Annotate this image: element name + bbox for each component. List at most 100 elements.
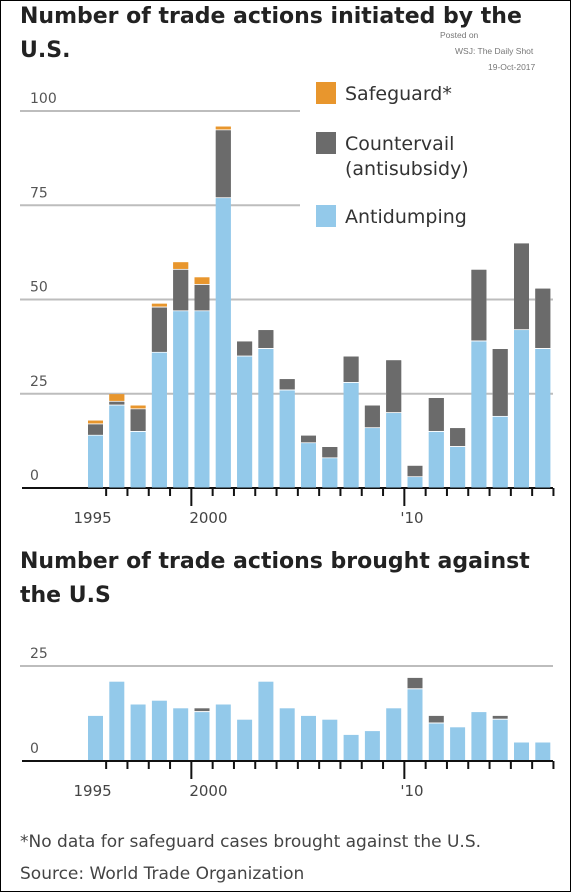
c2-x-tick-label: 1995: [74, 782, 112, 800]
c2-bar-antidumping: [109, 681, 125, 761]
c2-bar-antidumping: [173, 708, 189, 761]
legend-swatch-0: [316, 82, 336, 104]
c1-bar-antidumping: [386, 413, 402, 488]
c1-bar-countervail: [130, 409, 146, 431]
c1-bar-antidumping: [514, 330, 529, 488]
c1-bar-antidumping: [535, 349, 551, 488]
c1-bar-safeguard: [130, 405, 146, 409]
c1-bar-safeguard: [151, 303, 167, 307]
c1-bar-safeguard: [194, 277, 210, 284]
c1-bar-safeguard: [215, 126, 231, 130]
c2-bar-countervail: [194, 708, 210, 712]
watermark-source: WSJ: The Daily Shot: [455, 46, 534, 56]
c2-y-tick-label: 0: [30, 741, 39, 757]
c1-bar-countervail: [450, 428, 466, 447]
c1-bar-countervail: [428, 398, 444, 431]
c1-y-tick-label: 50: [30, 280, 48, 296]
c2-x-tick-label: 2000: [189, 782, 227, 800]
c2-bar-antidumping: [322, 719, 338, 761]
watermark-posted: Posted on: [440, 30, 479, 40]
c1-bar-antidumping: [301, 443, 316, 488]
c1-x-tick-label: 2000: [189, 509, 227, 527]
c2-bar-antidumping: [194, 712, 210, 761]
c1-bar-antidumping: [109, 405, 125, 488]
c1-bar-countervail: [88, 424, 103, 435]
c1-bar-countervail: [407, 465, 423, 477]
legend-label-0: Safeguard*: [345, 83, 452, 105]
c2-bar-antidumping: [151, 700, 167, 761]
c2-bar-antidumping: [450, 727, 466, 761]
c2-bar-antidumping: [237, 719, 253, 761]
c1-bar-antidumping: [450, 447, 466, 488]
c1-bar-antidumping: [279, 390, 295, 488]
c1-bar-antidumping: [492, 416, 508, 488]
c2-bar-antidumping: [215, 704, 231, 761]
c2-bar-antidumping: [130, 704, 146, 761]
c2-bar-antidumping: [88, 715, 103, 761]
c1-bar-antidumping: [237, 356, 253, 488]
watermark-date: 19-Oct-2017: [488, 62, 536, 72]
c1-y-tick-label: 0: [30, 468, 39, 484]
c1-bar-countervail: [279, 379, 295, 390]
c2-bar-antidumping: [471, 712, 487, 761]
c1-bar-antidumping: [215, 198, 231, 488]
c1-bar-safeguard: [173, 262, 189, 269]
c1-bar-antidumping: [343, 382, 359, 488]
c2-bar-antidumping: [279, 708, 295, 761]
c1-bar-countervail: [492, 349, 508, 416]
c1-x-tick-label: '10: [400, 509, 423, 527]
c1-bar-safeguard: [109, 394, 125, 401]
c2-bar-antidumping: [407, 689, 423, 761]
c1-bar-countervail: [386, 360, 402, 413]
c2-bar-antidumping: [386, 708, 402, 761]
chart-title-initiated: Number of trade actions initiated by the…: [20, 4, 522, 63]
c2-bar-antidumping: [492, 719, 508, 761]
c1-bar-antidumping: [151, 352, 167, 488]
c1-bar-countervail: [151, 307, 167, 352]
c1-bar-antidumping: [173, 311, 189, 488]
c1-bar-countervail: [237, 341, 253, 356]
c1-bar-antidumping: [364, 428, 380, 488]
c1-bar-countervail: [194, 284, 210, 311]
c1-bar-countervail: [514, 243, 529, 330]
c1-bar-antidumping: [407, 477, 423, 488]
c1-bar-antidumping: [428, 431, 444, 488]
legend-label-1: Countervail: [345, 133, 454, 155]
legend-swatch-2: [316, 205, 336, 227]
c1-bar-antidumping: [322, 458, 338, 488]
c1-bar-countervail: [109, 401, 125, 405]
c1-bar-countervail: [364, 405, 380, 428]
c1-bar-antidumping: [88, 435, 103, 488]
legend-label-1: (antisubsidy): [345, 158, 469, 180]
c1-x-tick-label: 1995: [74, 509, 112, 527]
c1-bar-antidumping: [258, 349, 274, 488]
c1-y-tick-label: 25: [30, 374, 48, 390]
c1-bar-safeguard: [88, 420, 103, 424]
c2-bar-antidumping: [364, 731, 380, 761]
c2-bar-antidumping: [343, 734, 359, 761]
c2-bar-countervail: [407, 677, 423, 689]
c1-bar-countervail: [343, 356, 359, 382]
legend-swatch-1: [316, 132, 336, 154]
chart-title-against: Number of trade actions brought against …: [20, 549, 530, 608]
chart-initiated: 0 25 50 75 100 1995 2000 '10 Safeguard* Counterva…: [20, 82, 555, 527]
c1-y-tick-label: 100: [30, 91, 57, 107]
c2-bar-countervail: [428, 715, 444, 723]
source-note: Source: World Trade Organization: [20, 864, 305, 884]
c2-bar-antidumping: [258, 681, 274, 761]
c1-bar-countervail: [301, 435, 316, 443]
c1-bar-countervail: [215, 130, 231, 198]
c1-bar-antidumping: [471, 341, 487, 488]
c1-bar-countervail: [471, 269, 487, 341]
c1-bar-antidumping: [194, 311, 210, 488]
footnote: *No data for safeguard cases brought aga…: [20, 832, 482, 852]
c2-bar-countervail: [492, 715, 508, 719]
c2-x-tick-label: '10: [400, 782, 423, 800]
legend-label-2: Antidumping: [345, 206, 467, 228]
c1-bar-countervail: [535, 288, 551, 349]
c2-bar-antidumping: [535, 742, 551, 761]
c2-bar-antidumping: [428, 723, 444, 761]
c1-bar-countervail: [173, 269, 189, 311]
chart-against: 0 25 1995 2000 '10: [20, 646, 555, 800]
c1-bar-countervail: [258, 330, 274, 349]
